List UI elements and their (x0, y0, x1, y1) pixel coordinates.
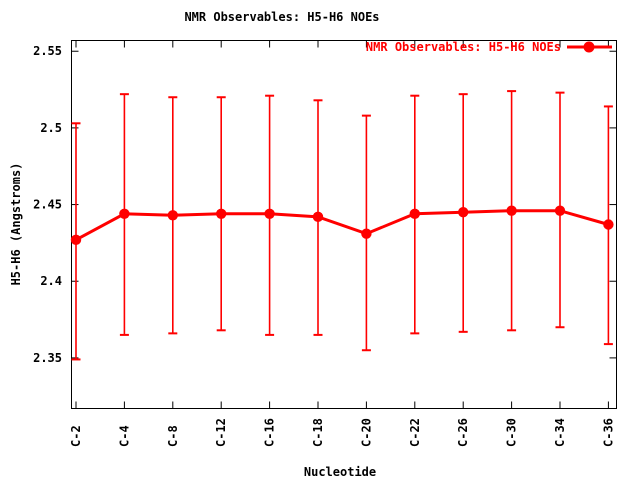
data-point (554, 205, 566, 216)
x-tick-label: C-16 (263, 418, 277, 447)
data-point (409, 208, 420, 219)
x-axis-title: Nucleotide (303, 465, 377, 479)
series-line (75, 209, 609, 242)
legend-label: NMR Observables: H5-H6 NOEs (365, 40, 561, 54)
data-point (264, 208, 275, 219)
data-point (361, 228, 372, 239)
x-tick-label: C-36 (601, 418, 615, 447)
x-tick-label: C-4 (117, 425, 131, 447)
data-point (603, 219, 614, 230)
data-point (312, 211, 324, 223)
data-point (167, 210, 178, 221)
y-tick-label: 2.45 (33, 198, 62, 212)
data-point (458, 207, 469, 218)
legend-marker-icon (567, 41, 612, 53)
chart-title: NMR Observables: H5-H6 NOEs (184, 10, 380, 24)
x-tick-label: C-34 (553, 418, 567, 447)
x-tick-label: C-30 (505, 418, 519, 447)
x-tick-label: C-12 (214, 418, 228, 447)
x-tick-label: C-8 (166, 425, 180, 447)
x-tick-label: C-20 (359, 418, 373, 447)
x-tick-label: C-22 (408, 418, 422, 447)
plot-border (71, 40, 617, 409)
y-tick-label: 2.5 (40, 121, 62, 135)
legend: NMR Observables: H5-H6 NOEs (366, 40, 613, 54)
x-tick-label: C-26 (456, 418, 470, 447)
x-tick-label: C-18 (311, 418, 325, 447)
y-tick-label: 2.4 (40, 274, 62, 288)
data-point (506, 205, 517, 216)
y-tick-label: 2.55 (33, 44, 62, 58)
data-point (70, 234, 82, 246)
x-tick-label: C-2 (69, 425, 83, 447)
data-point (216, 208, 227, 219)
y-tick-label: 2.35 (33, 351, 62, 365)
data-point (119, 208, 130, 219)
